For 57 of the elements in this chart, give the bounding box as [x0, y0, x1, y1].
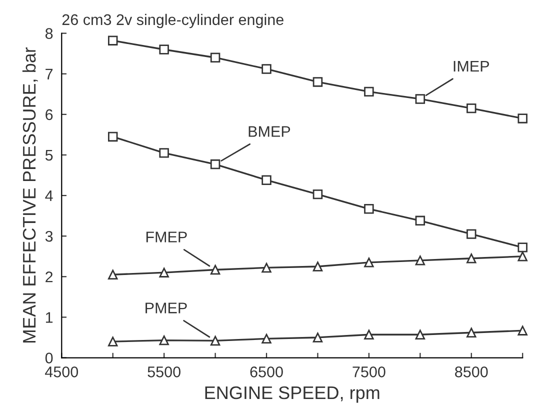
chart-title: 26 cm3 2v single-cylinder engine — [62, 14, 284, 28]
x-tick-label: 6500 — [250, 366, 283, 378]
point — [518, 326, 528, 336]
point — [466, 103, 476, 114]
x-tick-label: 8500 — [455, 366, 488, 378]
point — [518, 252, 528, 262]
point — [312, 332, 323, 342]
point — [159, 335, 169, 346]
point — [312, 262, 323, 272]
point — [415, 216, 426, 226]
point — [262, 334, 272, 344]
point — [518, 242, 528, 252]
point — [415, 330, 426, 340]
y-tick-label: 4 — [45, 190, 53, 202]
series-label: PMEP — [146, 302, 187, 314]
point — [108, 270, 118, 280]
point — [210, 159, 220, 170]
point — [210, 52, 220, 62]
point — [415, 256, 426, 266]
point — [262, 175, 272, 185]
point — [466, 328, 476, 338]
y-tick-label: 1 — [46, 312, 53, 323]
point — [312, 189, 323, 200]
point — [108, 36, 118, 46]
text: IMEP — [454, 60, 489, 72]
point — [364, 204, 374, 214]
series-label: FMEP — [146, 232, 187, 242]
point — [415, 94, 426, 104]
point — [364, 86, 374, 97]
point — [210, 336, 220, 346]
point — [159, 148, 169, 158]
point — [364, 258, 374, 268]
y-tick-label: 7 — [46, 68, 53, 80]
point — [262, 262, 272, 273]
point — [466, 229, 476, 239]
text: BMEP — [248, 126, 290, 137]
point — [518, 114, 528, 124]
y-axis-title: MEAN EFFECTIVE PRESSURE, bar — [22, 47, 38, 343]
y-tick-label: 6 — [46, 109, 53, 120]
point — [108, 132, 118, 142]
y-tick-label: 5 — [45, 150, 53, 161]
x-tick-label: 4500 — [45, 366, 78, 378]
y-tick-label: 0 — [45, 352, 53, 364]
point — [262, 64, 272, 74]
point — [312, 77, 323, 87]
x-tick-label: 5500 — [148, 366, 180, 378]
point — [466, 254, 476, 264]
point — [210, 264, 220, 275]
point — [159, 268, 169, 278]
point — [108, 336, 118, 346]
x-tick-label: 7500 — [352, 366, 386, 378]
point — [159, 44, 169, 54]
y-tick-label: 3 — [45, 230, 53, 242]
y-tick-label: 2 — [46, 272, 53, 282]
y-tick-label: 8 — [45, 28, 53, 39]
point — [364, 330, 374, 340]
x-axis-title: ENGINE SPEED, rpm — [205, 386, 380, 403]
